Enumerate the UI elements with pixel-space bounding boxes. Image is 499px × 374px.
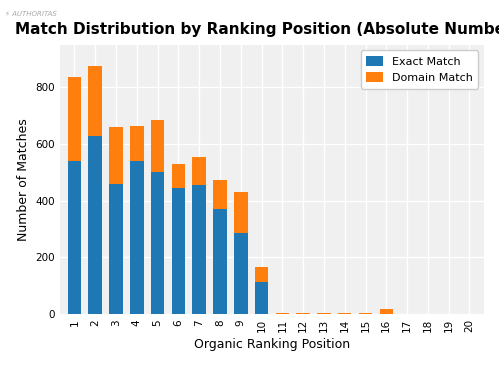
Bar — [172, 188, 185, 314]
X-axis label: Organic Ranking Position: Organic Ranking Position — [194, 338, 350, 351]
Bar — [317, 313, 331, 314]
Text: ⚡ AUTHORITAS: ⚡ AUTHORITAS — [5, 11, 57, 17]
Title: Match Distribution by Ranking Position (Absolute Numbers): Match Distribution by Ranking Position (… — [15, 22, 499, 37]
Bar — [255, 282, 268, 314]
Bar — [296, 313, 310, 314]
Bar — [338, 313, 351, 314]
Bar — [275, 313, 289, 314]
Bar — [151, 172, 164, 314]
Bar — [380, 309, 393, 314]
Bar — [68, 161, 81, 314]
Bar — [109, 184, 123, 314]
Bar — [193, 157, 206, 185]
Bar — [193, 185, 206, 314]
Bar — [172, 164, 185, 188]
Bar — [109, 127, 123, 184]
Bar — [213, 180, 227, 209]
Bar — [130, 161, 144, 314]
Bar — [130, 126, 144, 161]
Legend: Exact Match, Domain Match: Exact Match, Domain Match — [361, 50, 479, 89]
Bar — [255, 267, 268, 282]
Bar — [151, 120, 164, 172]
Bar — [234, 233, 248, 314]
Bar — [88, 136, 102, 314]
Bar — [88, 66, 102, 136]
Bar — [234, 192, 248, 233]
Y-axis label: Number of Matches: Number of Matches — [17, 118, 30, 241]
Bar — [213, 209, 227, 314]
Bar — [68, 77, 81, 161]
Bar — [359, 313, 372, 314]
